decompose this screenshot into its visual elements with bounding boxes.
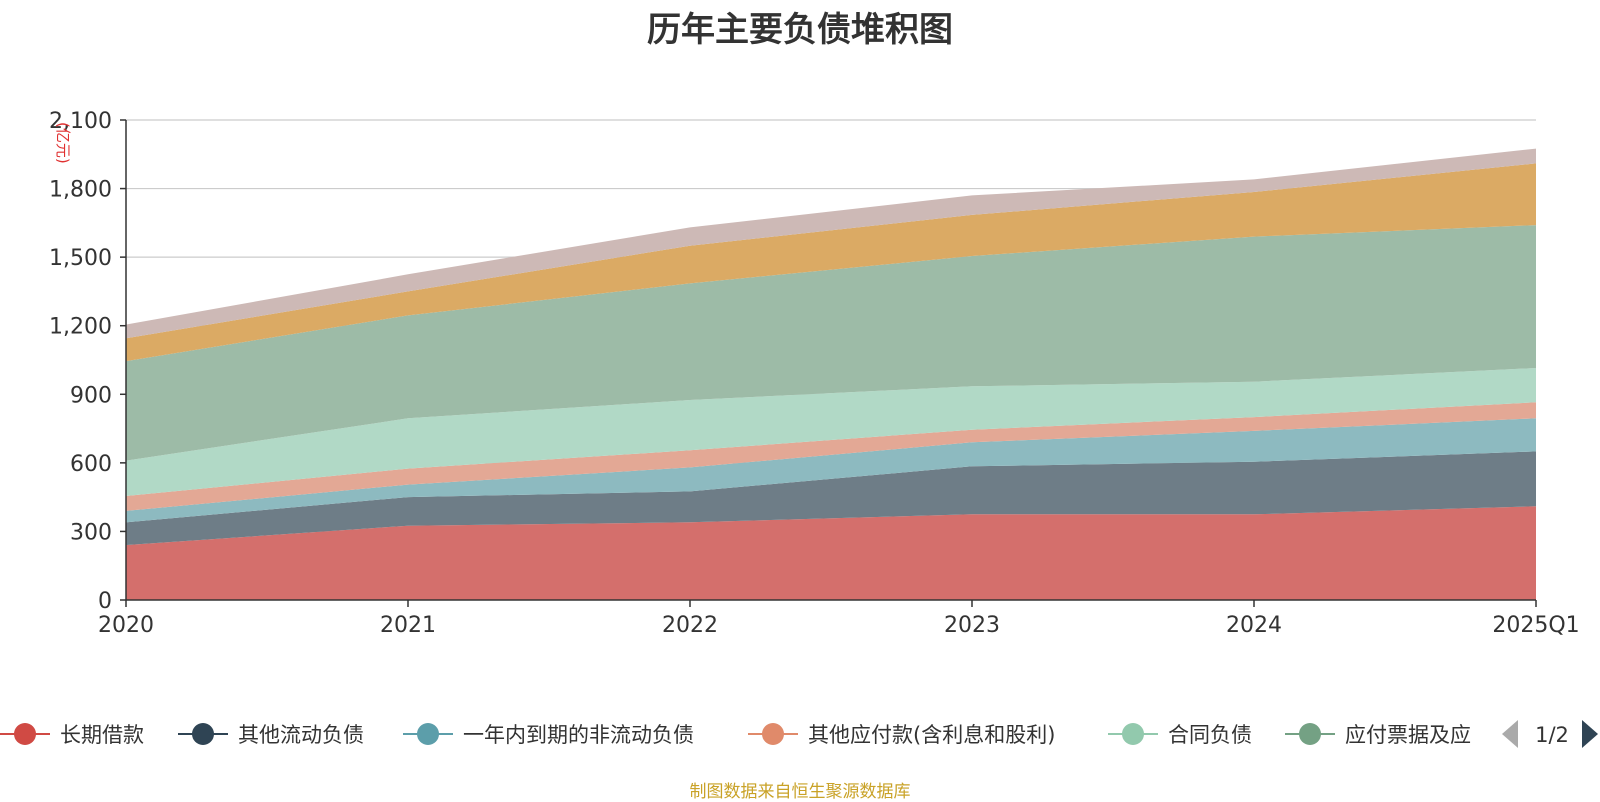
y-tick-label: 1,200 — [49, 315, 112, 340]
y-tick-label: 1,500 — [49, 246, 112, 271]
x-tick-label: 2020 — [98, 613, 154, 638]
x-tick-label: 2022 — [662, 613, 718, 638]
x-tick-label: 2023 — [944, 613, 1000, 638]
legend-circle-icon — [1299, 723, 1321, 745]
source-note: 制图数据来自恒生聚源数据库 — [689, 782, 911, 802]
area-series-6 — [126, 225, 1536, 461]
area-series-7 — [126, 163, 1536, 362]
legend-pager: 1/2 — [1502, 720, 1598, 748]
area-series-8 — [126, 148, 1536, 339]
area-series-4 — [126, 402, 1536, 511]
area-series-5 — [126, 368, 1536, 496]
y-tick-label: 1,800 — [49, 178, 112, 203]
legend-circle-icon — [1122, 723, 1144, 745]
pager-indicator: 1/2 — [1535, 723, 1569, 747]
legend-item[interactable]: 应付票据及应 — [1285, 723, 1471, 747]
legend-item[interactable]: 一年内到期的非流动负债 — [403, 723, 694, 747]
legend-item[interactable]: 其他流动负债 — [178, 723, 364, 747]
y-axis-unit-label: (亿元) — [54, 122, 72, 164]
x-tick-label: 2024 — [1226, 613, 1282, 638]
pager-next-icon[interactable] — [1582, 720, 1598, 748]
area-series-group — [126, 148, 1536, 600]
y-tick-label: 2,100 — [49, 109, 112, 134]
legend-item[interactable]: 合同负债 — [1108, 723, 1252, 747]
y-tick-label: 300 — [70, 520, 112, 545]
legend-label: 合同负债 — [1168, 723, 1252, 747]
legend-circle-icon — [762, 723, 784, 745]
legend-label: 其他应付款(含利息和股利) — [808, 723, 1055, 747]
y-tick-label: 600 — [70, 452, 112, 477]
y-tick-label: 0 — [98, 589, 112, 614]
legend: 长期借款 其他流动负债 一年内到期的非流动负债 其他应付款(含利息和股利) 合同负债 应付… — [0, 723, 1471, 747]
legend-label: 长期借款 — [60, 723, 144, 747]
legend-label: 一年内到期的非流动负债 — [463, 723, 694, 747]
legend-label: 其他流动负债 — [238, 723, 364, 747]
legend-circle-icon — [14, 723, 36, 745]
area-series-3 — [126, 418, 1536, 523]
chart-title: 历年主要负债堆积图 — [647, 10, 953, 50]
axes: 0 300 600 900 1,200 1,500 1,800 2,100 2020 2021 20… — [49, 109, 1580, 638]
legend-item[interactable]: 其他应付款(含利息和股利) — [748, 723, 1055, 747]
legend-label: 应付票据及应 — [1345, 723, 1471, 747]
x-tick-label: 2025Q1 — [1492, 613, 1579, 638]
area-series-1 — [126, 506, 1536, 600]
pager-prev-icon[interactable] — [1502, 720, 1518, 748]
y-tick-label: 900 — [70, 383, 112, 408]
legend-item[interactable]: 长期借款 — [0, 723, 144, 747]
legend-circle-icon — [192, 723, 214, 745]
area-series-2 — [126, 451, 1536, 546]
x-tick-label: 2021 — [380, 613, 436, 638]
legend-circle-icon — [417, 723, 439, 745]
